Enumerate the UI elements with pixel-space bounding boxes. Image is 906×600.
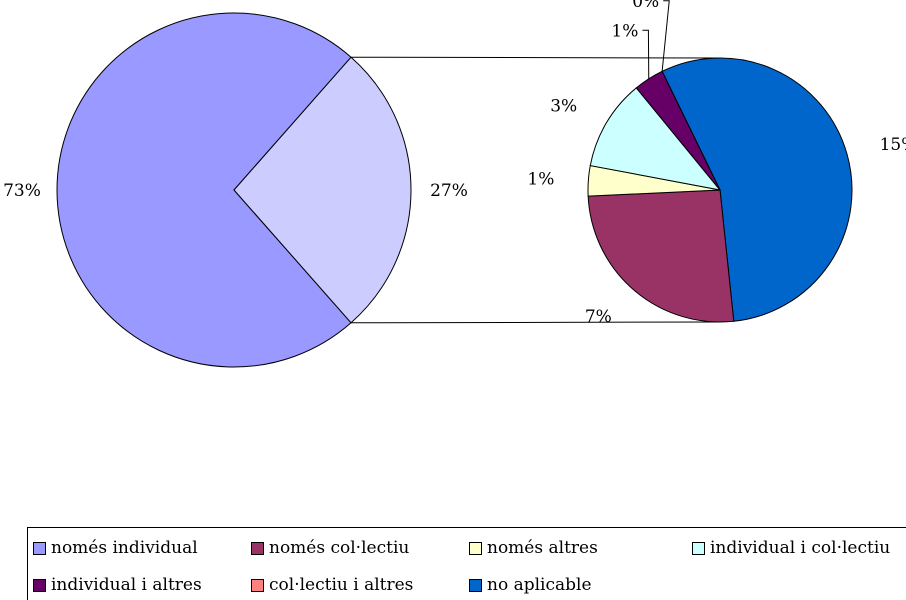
legend-item: individual i col·lectiu: [692, 538, 890, 558]
data-label: 7%: [585, 307, 612, 327]
legend-swatch: [33, 578, 46, 592]
legend-label: només col·lectiu: [269, 538, 410, 558]
data-label: 0%: [632, 0, 659, 12]
data-label: 3%: [550, 96, 577, 116]
connector-line-bottom: [351, 321, 721, 324]
legend-item: només col·lectiu: [251, 538, 409, 558]
data-label: 15%: [880, 135, 906, 155]
legend-swatch: [469, 578, 482, 592]
legend-swatch: [251, 541, 264, 555]
slice-1: [587, 189, 735, 323]
legend-label: no aplicable: [487, 575, 592, 595]
legend-swatch: [251, 578, 264, 592]
slice-rest: [233, 56, 412, 324]
slice-3: [589, 87, 722, 191]
legend-label: només altres: [487, 538, 598, 558]
legend-item: només individual: [33, 538, 198, 558]
slice-0: [661, 57, 853, 322]
data-label: 73%: [3, 181, 41, 201]
legend-label: col·lectiu i altres: [269, 575, 414, 595]
data-label: 1%: [611, 21, 638, 41]
legend-label: individual i col·lectiu: [710, 538, 891, 558]
data-label: 27%: [430, 181, 468, 201]
legend-swatch: [469, 541, 482, 555]
legend-item: individual i altres: [33, 575, 202, 595]
legend-item: no aplicable: [469, 575, 592, 595]
legend-item: col·lectiu i altres: [251, 575, 413, 595]
legend-label: individual i altres: [51, 575, 202, 595]
leader-line: [642, 29, 650, 79]
slice-nomes-individual: [56, 12, 352, 368]
legend-swatch: [33, 541, 46, 555]
data-label: 1%: [527, 169, 554, 189]
pie-of-pie-chart: 73% 27% 15% 7% 1% 3% 1% 0%: [3, 0, 906, 368]
legend: només individual només col·lectiu només …: [27, 527, 906, 600]
connector-line-top: [351, 56, 721, 59]
legend-swatch: [692, 541, 705, 555]
legend-item: només altres: [469, 538, 598, 558]
legend-label: només individual: [51, 538, 198, 558]
leader-line: [661, 0, 670, 72]
